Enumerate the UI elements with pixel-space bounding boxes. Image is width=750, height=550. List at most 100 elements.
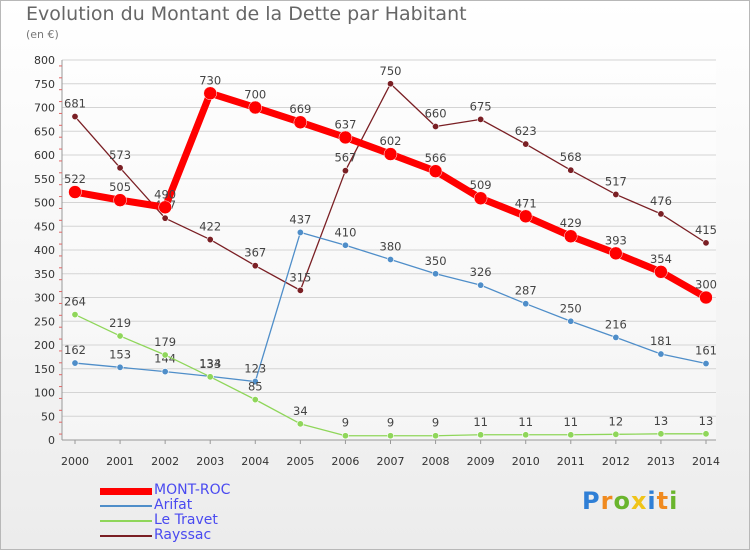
- data-label: 415: [695, 223, 717, 237]
- x-tick-label: 2006: [331, 455, 359, 468]
- data-point: [657, 350, 665, 358]
- data-label: 471: [515, 196, 537, 210]
- y-tick-label: 200: [34, 339, 55, 352]
- data-point: [567, 317, 575, 325]
- data-point: [161, 368, 169, 376]
- data-point: [341, 241, 349, 249]
- data-label: 144: [154, 352, 176, 366]
- data-point: [699, 290, 713, 305]
- data-point: [251, 262, 259, 270]
- y-tick-label: 550: [34, 173, 55, 186]
- data-point: [473, 191, 488, 205]
- data-label: 623: [515, 124, 537, 138]
- data-label: 700: [244, 88, 266, 102]
- data-label: 354: [650, 252, 672, 266]
- data-label: 216: [605, 317, 627, 331]
- legend-swatch: [100, 520, 152, 522]
- data-point: [116, 164, 124, 172]
- data-label: 179: [154, 335, 176, 349]
- data-point: [71, 311, 79, 319]
- data-point: [428, 164, 443, 178]
- logo-letter: r: [600, 487, 614, 515]
- legend-label: Arifat: [154, 497, 193, 513]
- data-point: [386, 80, 394, 88]
- data-label: 522: [64, 172, 86, 186]
- data-label: 219: [109, 316, 131, 330]
- data-point: [477, 281, 485, 289]
- data-label: 566: [425, 151, 447, 165]
- data-point: [567, 431, 575, 439]
- y-tick-label: 500: [34, 197, 55, 210]
- y-tick-label: 700: [34, 102, 55, 115]
- data-label: 287: [515, 284, 537, 298]
- data-point: [251, 396, 259, 404]
- chart-title: Evolution du Montant de la Dette par Hab…: [26, 3, 467, 25]
- data-point: [386, 432, 394, 440]
- data-point: [477, 431, 485, 439]
- data-label: 9: [432, 416, 439, 430]
- data-point: [432, 123, 440, 131]
- y-tick-label: 300: [34, 292, 55, 305]
- data-label: 9: [387, 416, 394, 430]
- x-tick-label: 2011: [557, 455, 585, 468]
- data-label: 517: [605, 174, 627, 188]
- data-label: 669: [289, 102, 311, 116]
- data-point: [612, 333, 620, 341]
- data-label: 13: [654, 414, 669, 428]
- data-point: [203, 86, 217, 100]
- logo-letter: t: [656, 487, 670, 515]
- data-point: [477, 115, 485, 123]
- legend-item: Arifat: [100, 497, 300, 514]
- data-label: 326: [470, 265, 492, 279]
- data-point: [341, 167, 349, 175]
- x-tick-label: 2000: [61, 455, 89, 468]
- data-point: [296, 420, 304, 428]
- x-tick-label: 2013: [647, 455, 675, 468]
- data-label: 637: [334, 117, 356, 131]
- data-point: [296, 228, 304, 236]
- data-label: 350: [425, 254, 447, 268]
- data-point: [432, 270, 440, 278]
- legend-label: Rayssac: [154, 527, 212, 543]
- y-tick-label: 800: [34, 54, 55, 67]
- x-tick-label: 2005: [286, 455, 314, 468]
- logo-letter: i: [647, 487, 657, 515]
- data-label: 250: [560, 301, 582, 315]
- data-point: [116, 332, 124, 340]
- x-tick-label: 2008: [422, 455, 450, 468]
- legend-label: Le Travet: [154, 512, 218, 528]
- data-point: [338, 130, 353, 145]
- x-tick-label: 2007: [377, 455, 405, 468]
- data-label: 133: [199, 357, 221, 371]
- data-label: 13: [699, 414, 714, 428]
- y-tick-label: 250: [34, 315, 55, 328]
- y-tick-label: 350: [34, 268, 55, 281]
- x-tick-label: 2009: [467, 455, 495, 468]
- data-label: 85: [248, 380, 263, 394]
- data-point: [702, 239, 710, 247]
- data-label: 162: [64, 343, 86, 357]
- data-point: [341, 432, 349, 440]
- data-point: [702, 430, 710, 438]
- legend-swatch: [100, 535, 152, 537]
- x-tick-label: 2010: [512, 455, 540, 468]
- data-point: [296, 286, 304, 294]
- data-label: 660: [425, 107, 447, 121]
- data-label: 568: [560, 150, 582, 164]
- x-tick-label: 2003: [196, 455, 224, 468]
- logo-letter: o: [613, 487, 631, 515]
- x-tick-label: 2014: [692, 455, 720, 468]
- data-label: 573: [109, 148, 131, 162]
- data-point: [657, 210, 665, 218]
- data-point: [248, 100, 263, 115]
- y-tick-label: 50: [41, 410, 55, 423]
- data-point: [432, 432, 440, 440]
- chart-unit-label: (en €): [26, 28, 59, 41]
- data-label: 153: [109, 347, 131, 361]
- x-tick-label: 2001: [106, 455, 134, 468]
- y-tick-label: 750: [34, 78, 55, 91]
- data-label: 422: [199, 220, 221, 234]
- y-tick-label: 0: [48, 434, 55, 447]
- data-point: [567, 166, 575, 174]
